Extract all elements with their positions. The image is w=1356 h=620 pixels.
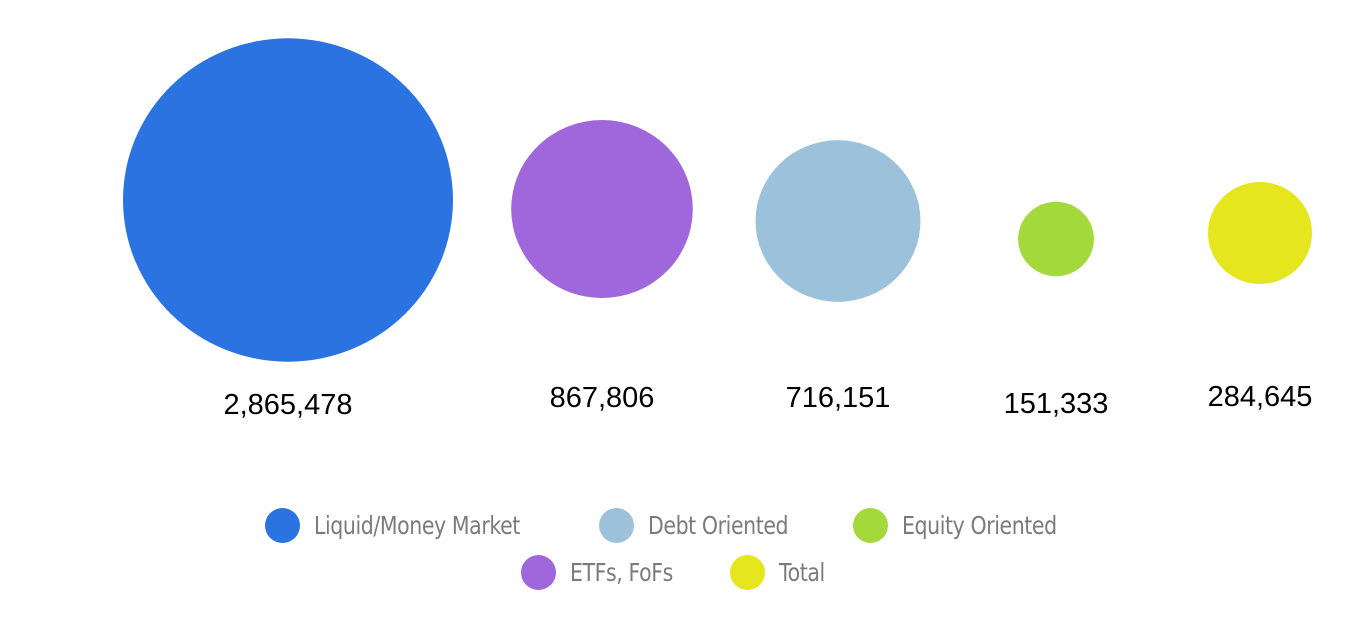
value-labels-group: 2,865,478 867,806 716,151 151,333 284,645: [223, 381, 1312, 421]
legend-swatch: [599, 508, 635, 543]
legend-row: ETFs, FoFs Total: [521, 555, 834, 590]
legend-swatch: [853, 508, 889, 543]
value-label: 151,333: [1004, 388, 1109, 420]
legend-swatch: [729, 555, 765, 590]
legend-swatch: [265, 508, 301, 543]
bubbles-group: [123, 38, 1313, 362]
value-label: 2,865,478: [223, 389, 352, 421]
legend-item-total[interactable]: Total: [729, 555, 835, 590]
legend-label: Equity Oriented: [902, 511, 1057, 540]
bubble-liquid-money-market[interactable]: [123, 38, 453, 362]
legend-item-liquid-money-market[interactable]: Liquid/Money Market: [265, 508, 565, 543]
value-label: 867,806: [550, 382, 655, 414]
legend-label: ETFs, FoFs: [570, 558, 674, 587]
legend-item-etfs-fofs[interactable]: ETFs, FoFs: [521, 555, 696, 590]
bubble-equity-oriented[interactable]: [1018, 201, 1094, 277]
chart-legend: Liquid/Money Market Debt Oriented Equity…: [0, 508, 1356, 590]
value-label: 716,151: [786, 382, 891, 414]
legend-item-debt-oriented[interactable]: Debt Oriented: [599, 508, 819, 543]
value-label: 284,645: [1208, 381, 1313, 413]
legend-swatch: [521, 555, 557, 590]
bubble-chart: 2,865,478 867,806 716,151 151,333 284,645: [123, 38, 1313, 421]
legend-label: Total: [778, 558, 825, 587]
legend-label: Debt Oriented: [648, 511, 789, 540]
bubble-debt-oriented[interactable]: [755, 140, 921, 302]
legend-item-equity-oriented[interactable]: Equity Oriented: [853, 508, 1091, 543]
bubble-etfs-fofs[interactable]: [511, 120, 693, 298]
bubble-total[interactable]: [1207, 182, 1313, 284]
legend-label: Liquid/Money Market: [314, 511, 521, 540]
legend-row: Liquid/Money Market Debt Oriented Equity…: [265, 508, 1091, 543]
